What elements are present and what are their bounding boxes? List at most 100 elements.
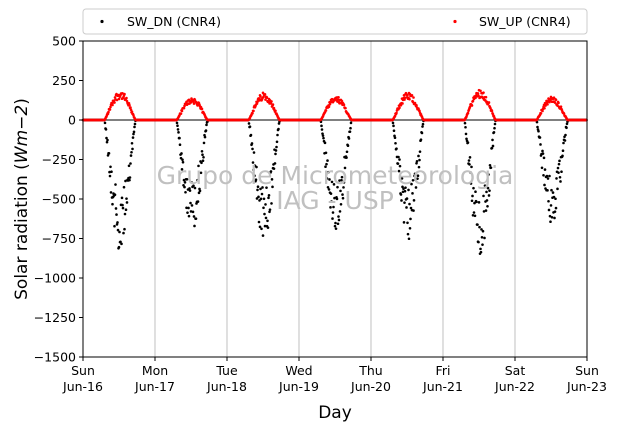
sw-dn-point xyxy=(400,199,403,202)
sw-dn-point xyxy=(552,195,556,199)
sw-dn-point xyxy=(260,227,263,231)
sw-dn-point xyxy=(254,178,258,181)
sw-dn-point xyxy=(398,164,402,168)
sw-dn-point xyxy=(272,167,276,170)
sw-dn-point xyxy=(323,141,327,145)
sw-dn-point xyxy=(330,200,333,203)
sw-dn-point xyxy=(486,186,490,190)
sw-up-point xyxy=(340,99,344,103)
sw-dn-point xyxy=(117,245,121,249)
sw-dn-point xyxy=(480,235,484,239)
sw-up-point xyxy=(487,101,491,104)
sw-dn-point xyxy=(108,170,111,174)
sw-dn-point xyxy=(120,196,124,200)
sw-dn-point xyxy=(192,215,196,218)
sw-dn-point xyxy=(247,122,251,125)
sw-dn-point xyxy=(277,127,280,131)
sw-dn-point xyxy=(261,186,264,189)
sw-up-point xyxy=(125,96,128,100)
sw-dn-point xyxy=(263,224,267,228)
sw-up-point xyxy=(541,109,544,113)
x-tick-label-weekday: Wed xyxy=(285,363,312,378)
legend-label-sw-dn: SW_DN (CNR4) xyxy=(127,14,221,29)
sw-dn-point xyxy=(471,194,474,198)
sw-dn-point xyxy=(132,130,136,134)
sw-up-point xyxy=(269,102,273,105)
sw-up-point xyxy=(123,92,126,96)
sw-dn-point xyxy=(118,230,121,234)
sw-dn-point xyxy=(263,212,266,216)
sw-dn-point xyxy=(183,185,186,189)
sw-dn-point xyxy=(109,165,112,169)
sw-up-point xyxy=(395,111,398,115)
sw-up-point xyxy=(109,105,112,109)
sw-dn-point xyxy=(334,221,337,225)
sw-dn-point xyxy=(180,168,184,171)
sw-dn-point xyxy=(483,184,487,187)
sw-dn-point xyxy=(322,136,325,140)
sw-dn-point xyxy=(120,242,123,246)
sw-up-point xyxy=(263,93,267,96)
sw-dn-point xyxy=(550,216,554,219)
sw-up-point xyxy=(182,106,186,110)
legend-box xyxy=(82,8,588,35)
sw-dn-point xyxy=(116,221,119,224)
sw-dn-point xyxy=(558,175,562,179)
sw-dn-point xyxy=(485,190,488,194)
sw-dn-point xyxy=(201,159,205,163)
sw-dn-point xyxy=(324,151,328,155)
sw-up-point xyxy=(251,111,254,115)
sw-up-point xyxy=(107,110,110,114)
sw-dn-point xyxy=(417,154,420,158)
sw-dn-point xyxy=(561,149,565,152)
sw-up-point xyxy=(328,102,332,106)
sw-dn-point xyxy=(536,125,539,129)
sw-dn-point xyxy=(555,177,558,180)
sw-dn-point xyxy=(547,208,551,212)
sw-dn-point xyxy=(109,191,113,194)
sw-dn-point xyxy=(122,185,126,189)
sw-dn-point xyxy=(132,132,135,136)
sw-dn-point xyxy=(196,200,200,203)
sw-dn-point xyxy=(418,150,422,153)
sw-up-point xyxy=(403,96,407,100)
sw-dn-point xyxy=(546,189,549,192)
sw-dn-point xyxy=(273,162,277,165)
sw-up-point xyxy=(108,108,112,111)
sw-dn-point xyxy=(415,162,418,165)
sw-dn-point xyxy=(192,184,195,188)
sw-up-point xyxy=(406,93,409,97)
x-tick-label-weekday: Sat xyxy=(505,363,526,378)
sw-dn-point xyxy=(540,166,544,170)
sw-dn-point xyxy=(407,188,410,192)
sw-dn-point xyxy=(401,190,405,194)
sw-up-point xyxy=(415,103,418,107)
sw-up-point xyxy=(466,111,470,115)
sw-dn-point xyxy=(469,182,473,185)
sw-dn-point xyxy=(264,203,267,206)
legend-marker-sw-dn xyxy=(100,19,104,24)
sw-dn-point xyxy=(252,168,255,172)
sw-dn-point xyxy=(393,136,397,140)
sw-dn-point xyxy=(128,178,131,182)
sw-dn-point xyxy=(472,186,475,190)
sw-dn-point xyxy=(193,224,196,228)
sw-dn-point xyxy=(485,199,489,202)
sw-dn-point xyxy=(482,194,485,198)
sw-dn-point xyxy=(201,153,204,156)
sw-dn-point xyxy=(190,180,193,184)
sw-dn-point xyxy=(199,171,203,175)
sw-dn-point xyxy=(493,126,496,130)
sw-dn-point xyxy=(396,162,400,165)
sw-up-point xyxy=(399,103,403,107)
y-tick-label: 0 xyxy=(68,113,76,128)
sw-dn-point xyxy=(121,203,124,207)
sw-up-point xyxy=(200,107,204,111)
sw-dn-point xyxy=(133,125,136,129)
sw-dn-point xyxy=(416,174,420,177)
sw-up-point xyxy=(264,98,267,101)
sw-up-point xyxy=(559,105,563,108)
sw-up-point xyxy=(543,107,546,110)
sw-up-point xyxy=(408,97,411,101)
sw-dn-point xyxy=(549,220,552,223)
